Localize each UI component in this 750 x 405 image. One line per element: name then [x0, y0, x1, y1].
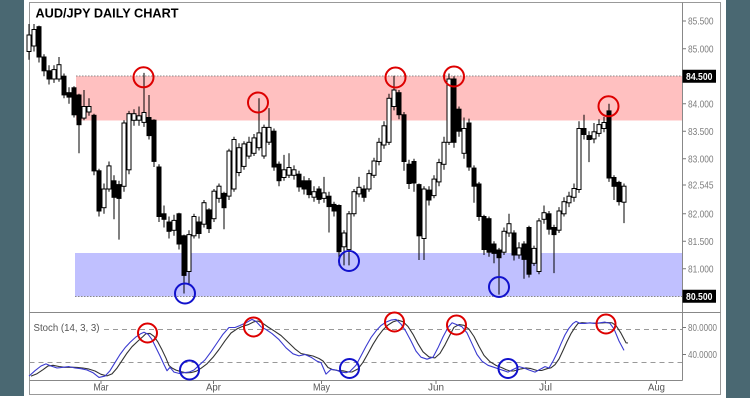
svg-text:Jul: Jul [539, 382, 552, 394]
svg-text:Stoch (14, 3, 3): Stoch (14, 3, 3) [34, 323, 100, 334]
svg-text:80.0000: 80.0000 [688, 322, 717, 334]
svg-text:81.500: 81.500 [688, 236, 714, 248]
svg-text:82.000: 82.000 [688, 208, 714, 220]
svg-text:Mar: Mar [94, 382, 109, 394]
svg-text:May: May [313, 382, 331, 394]
svg-text:81.000: 81.000 [688, 263, 714, 275]
svg-text:40.0000: 40.0000 [688, 349, 717, 361]
svg-text:80.500: 80.500 [686, 292, 713, 303]
svg-text:85.500: 85.500 [688, 16, 714, 28]
svg-text:Apr: Apr [206, 382, 221, 394]
svg-text:84.500: 84.500 [686, 72, 713, 83]
svg-text:82.545: 82.545 [688, 180, 714, 192]
svg-text:85.000: 85.000 [688, 43, 714, 55]
svg-text:Jun: Jun [428, 382, 444, 394]
svg-text:83.000: 83.000 [688, 153, 714, 165]
svg-text:Aug: Aug [648, 382, 665, 394]
svg-text:AUD/JPY DAILY CHART: AUD/JPY DAILY CHART [36, 6, 179, 21]
svg-text:84.000: 84.000 [688, 98, 714, 110]
svg-text:83.500: 83.500 [688, 126, 714, 138]
